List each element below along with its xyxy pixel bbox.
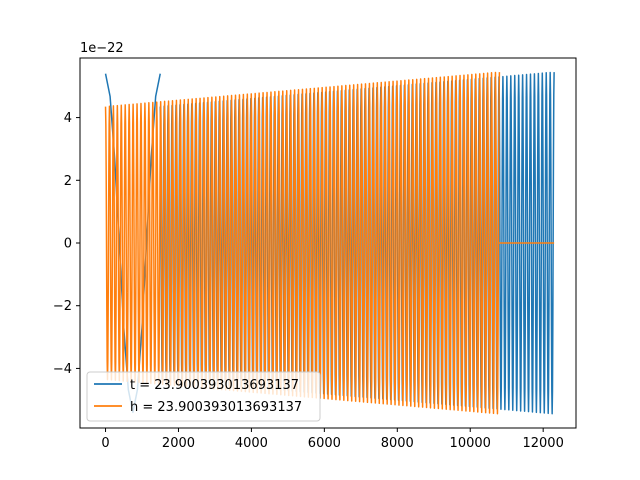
legend-label-h: h = 23.900393013693137 (130, 400, 302, 415)
y-tick-label: 4 (64, 111, 72, 126)
series-line-1 (104, 71, 555, 415)
y-tick-label: 0 (64, 237, 72, 252)
x-tick-label: 2000 (162, 436, 195, 451)
y-tick-label: −2 (53, 299, 72, 314)
y-tick-label: 2 (64, 174, 72, 189)
x-tick-label: 12000 (522, 436, 563, 451)
legend: t = 23.900393013693137 h = 23.9003930136… (86, 371, 321, 422)
x-tick-label: 8000 (381, 436, 414, 451)
x-tick-label: 0 (101, 436, 109, 451)
y-tick-label: −4 (53, 362, 72, 377)
y-offset-label: 1e−22 (80, 41, 124, 56)
x-tick-label: 4000 (235, 436, 268, 451)
legend-label-t: t = 23.900393013693137 (130, 378, 299, 393)
x-tick-label: 10000 (450, 436, 491, 451)
x-tick-label: 6000 (308, 436, 341, 451)
legend-box (86, 371, 321, 422)
